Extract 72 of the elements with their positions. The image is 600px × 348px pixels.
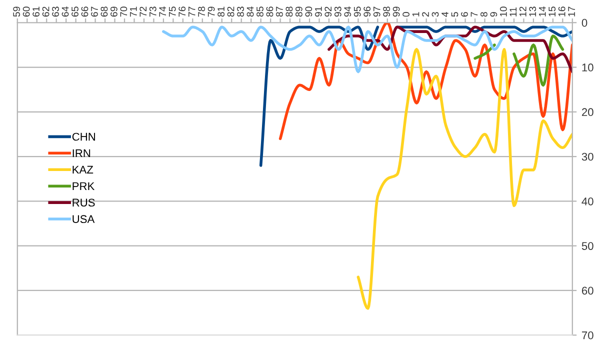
- x-tick-label: 74: [159, 6, 166, 17]
- x-tick-label: 75: [169, 6, 176, 17]
- x-tick-label: 0: [402, 12, 410, 17]
- y-tick-label: 60: [582, 286, 594, 295]
- x-tick-label: 5: [451, 12, 458, 17]
- x-tick-label: 6: [461, 12, 468, 17]
- x-tick-label: 17: [568, 6, 575, 16]
- x-tick-label: 12: [519, 6, 526, 16]
- x-tick-label: 94: [344, 6, 352, 17]
- x-tick-label: 61: [32, 6, 40, 17]
- legend-label: IRN: [72, 149, 90, 158]
- x-tick-label: 76: [178, 6, 186, 17]
- x-tick-label: 81: [218, 6, 224, 17]
- x-tick-label: 13: [529, 6, 536, 16]
- x-tick-label: 96: [364, 6, 371, 17]
- x-tick-label: 78: [198, 6, 206, 17]
- x-tick-label: 71: [130, 6, 137, 17]
- x-tick-label: 63: [52, 6, 59, 17]
- x-tick-label: 85: [256, 6, 264, 17]
- x-tick-label: 59: [13, 6, 20, 17]
- y-tick-label: 10: [582, 64, 594, 72]
- x-tick-label: 10: [500, 6, 507, 16]
- x-tick-label: 99: [392, 6, 400, 17]
- x-tick-label: 83: [237, 6, 244, 17]
- x-tick-label: 11: [510, 7, 516, 16]
- x-tick-label: 95: [354, 6, 361, 17]
- x-tick-label: 79: [208, 6, 215, 17]
- x-tick-label: 68: [100, 6, 108, 17]
- x-tick-label: 77: [188, 6, 196, 17]
- x-tick-label: 60: [22, 6, 30, 17]
- y-tick-label: 30: [582, 152, 594, 161]
- x-tick-label: 73: [149, 6, 156, 17]
- x-tick-label: 7: [470, 12, 478, 17]
- x-tick-label: 88: [286, 6, 293, 17]
- legend-label: USA: [72, 215, 95, 224]
- x-tick-label: 65: [72, 6, 78, 17]
- x-tick-label: 89: [295, 6, 302, 17]
- x-tick-label: 15: [548, 6, 556, 16]
- x-tick-label: 70: [120, 6, 128, 17]
- x-tick-label: 87: [276, 6, 283, 17]
- x-tick-label: 82: [227, 6, 234, 17]
- x-tick-label: 92: [324, 6, 332, 17]
- legend-label: RUS: [72, 198, 95, 207]
- x-tick-label: 1: [412, 12, 420, 16]
- x-tick-label: 62: [42, 6, 50, 17]
- x-tick-label: 4: [442, 12, 448, 17]
- x-tick-label: 84: [246, 6, 254, 17]
- x-tick-label: 67: [91, 6, 98, 17]
- x-tick-label: 16: [558, 6, 566, 16]
- legend-label: CHN: [72, 132, 95, 141]
- x-tick-label: 90: [305, 6, 312, 17]
- x-tick-label: 98: [383, 6, 390, 17]
- legend-label: PRK: [72, 182, 95, 190]
- x-tick-label: 97: [373, 6, 380, 17]
- legend-label: KAZ: [72, 166, 94, 174]
- x-tick-label: 3: [432, 12, 439, 17]
- x-tick-label: 91: [314, 6, 322, 17]
- x-tick-label: 8: [480, 12, 488, 17]
- x-tick-label: 72: [140, 6, 146, 17]
- x-tick-label: 14: [539, 6, 546, 16]
- x-tick-label: 64: [62, 6, 69, 17]
- y-tick-label: 0: [582, 18, 588, 27]
- y-tick-label: 40: [582, 197, 594, 206]
- y-tick-label: 70: [582, 331, 594, 340]
- x-tick-label: 66: [81, 6, 88, 17]
- y-tick-label: 50: [582, 242, 594, 250]
- x-tick-label: 2: [422, 12, 429, 17]
- x-tick-label: 69: [110, 6, 118, 17]
- x-tick-label: 86: [266, 6, 274, 17]
- x-tick-label: 9: [490, 12, 498, 17]
- y-tick-label: 20: [582, 108, 594, 116]
- x-tick-label: 93: [334, 6, 342, 17]
